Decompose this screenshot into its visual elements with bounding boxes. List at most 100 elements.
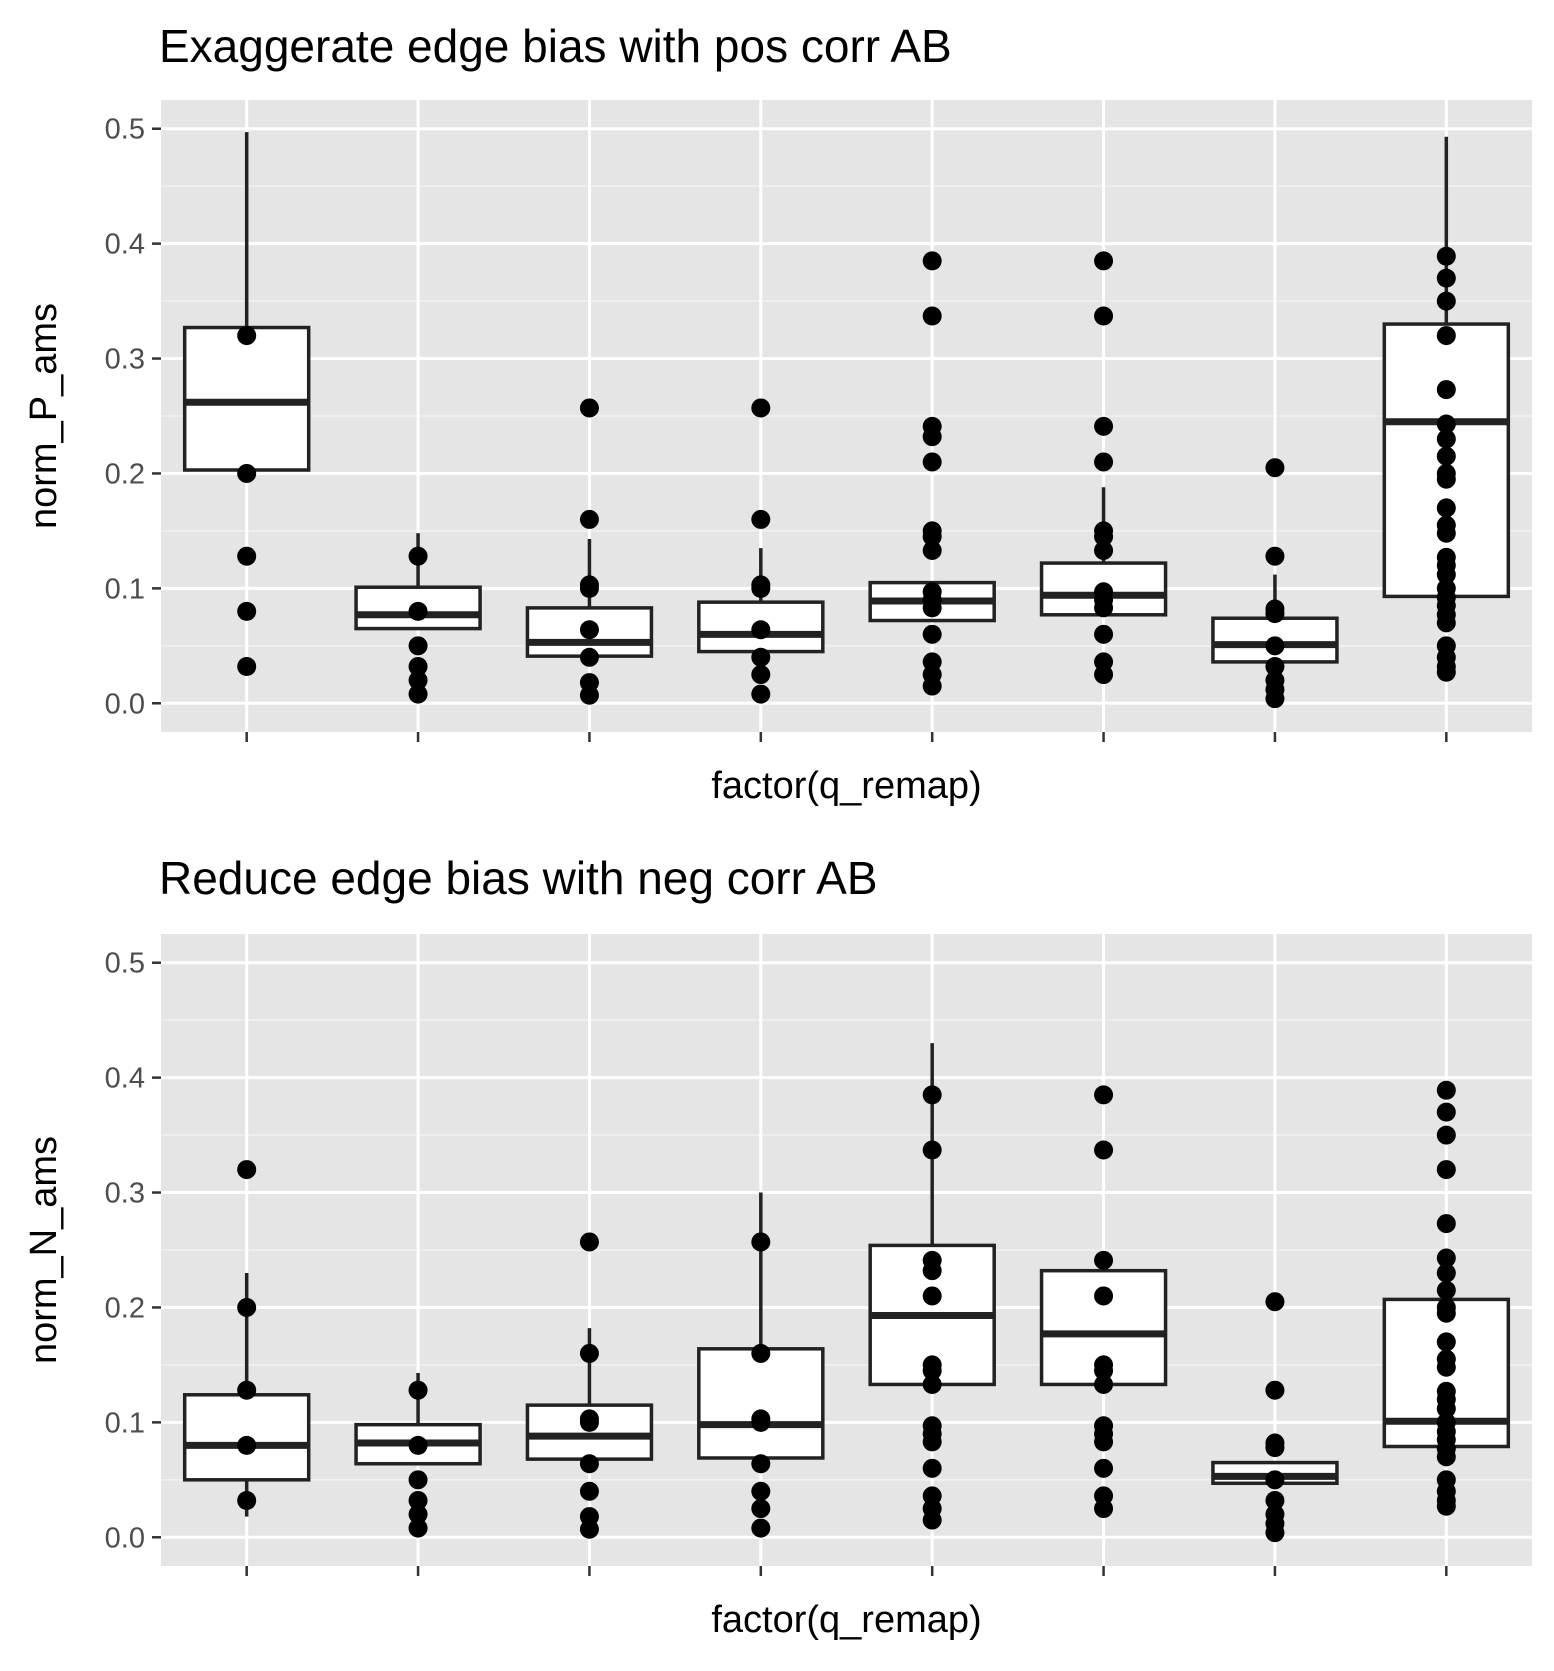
data-point — [1094, 598, 1114, 618]
y-tick-label: 0.5 — [105, 114, 145, 146]
data-point — [751, 1518, 771, 1538]
y-tick-label: 0.2 — [105, 458, 145, 490]
data-point — [1094, 1250, 1114, 1270]
data-point — [408, 1470, 428, 1490]
data-point — [922, 676, 942, 696]
data-point — [1094, 251, 1114, 271]
data-point — [1436, 1280, 1456, 1300]
data-point — [1265, 1380, 1285, 1400]
data-point — [1436, 268, 1456, 288]
data-point — [579, 398, 599, 418]
data-point — [1436, 1080, 1456, 1100]
data-point — [1265, 1438, 1285, 1458]
data-point — [1094, 624, 1114, 644]
data-point — [1436, 380, 1456, 400]
data-point — [579, 1519, 599, 1539]
data-point — [1094, 1499, 1114, 1519]
data-point — [237, 601, 257, 621]
data-point — [1265, 1523, 1285, 1543]
data-point — [922, 306, 942, 326]
data-point — [1436, 1357, 1456, 1377]
y-axis-title: norm_N_ams — [23, 1136, 65, 1364]
data-point — [751, 1412, 771, 1432]
data-point — [1094, 1458, 1114, 1478]
data-point — [579, 685, 599, 705]
data-point — [751, 578, 771, 598]
data-point — [1436, 1102, 1456, 1122]
data-point — [237, 463, 257, 483]
data-point — [922, 251, 942, 271]
data-point — [922, 427, 942, 447]
y-tick-label: 0.1 — [105, 1407, 145, 1439]
y-axis-title: norm_P_ams — [23, 303, 65, 529]
chart-panel-1: 0.0 0.1 0.2 0.3 0.4 0.5 Exaggerate edge bias w… — [23, 20, 1532, 807]
data-point — [1436, 246, 1456, 266]
y-tick-label: 0.1 — [105, 573, 145, 605]
data-point — [1436, 1447, 1456, 1467]
data-point — [751, 1343, 771, 1363]
data-point — [1094, 1374, 1114, 1394]
data-point — [408, 546, 428, 566]
data-point — [1436, 613, 1456, 633]
data-point — [1436, 1303, 1456, 1323]
data-point — [1436, 469, 1456, 489]
data-point — [1436, 565, 1456, 585]
data-point — [237, 1435, 257, 1455]
data-point — [1265, 657, 1285, 677]
data-point — [922, 1140, 942, 1160]
data-point — [408, 684, 428, 704]
data-point — [408, 636, 428, 656]
data-point — [579, 578, 599, 598]
data-point — [751, 684, 771, 704]
data-point — [1265, 546, 1285, 566]
data-point — [408, 1491, 428, 1511]
data-point — [922, 1374, 942, 1394]
data-point — [408, 1435, 428, 1455]
data-point — [237, 1160, 257, 1180]
box-iqr — [697, 1347, 825, 1460]
data-point — [579, 1343, 599, 1363]
data-point — [579, 1232, 599, 1252]
y-tick-label: 0.4 — [105, 1063, 145, 1095]
data-point — [1265, 1470, 1285, 1490]
data-point — [237, 1491, 257, 1511]
data-point — [1436, 1332, 1456, 1352]
data-point — [1265, 1292, 1285, 1312]
data-point — [579, 509, 599, 529]
data-point — [1436, 446, 1456, 466]
data-point — [1436, 1214, 1456, 1234]
data-point — [237, 326, 257, 346]
data-point — [751, 398, 771, 418]
data-point — [1436, 1399, 1456, 1419]
data-point — [237, 1297, 257, 1317]
data-point — [922, 1286, 942, 1306]
data-point — [1094, 416, 1114, 436]
data-point — [751, 1481, 771, 1501]
y-tick-label: 0.5 — [105, 948, 145, 980]
data-point — [1265, 689, 1285, 709]
box-group — [697, 1192, 825, 1460]
data-point — [751, 647, 771, 667]
data-point — [579, 620, 599, 640]
data-point — [922, 1085, 942, 1105]
data-point — [922, 1510, 942, 1530]
data-point — [1094, 527, 1114, 547]
data-point — [579, 647, 599, 667]
chart-title: Exaggerate edge bias with pos corr AB — [159, 20, 952, 72]
data-point — [579, 1481, 599, 1501]
data-point — [237, 1380, 257, 1400]
y-tick-label: 0.2 — [105, 1292, 145, 1324]
data-point — [1436, 498, 1456, 518]
data-point — [751, 1499, 771, 1519]
y-tick-label: 0.0 — [105, 1522, 145, 1554]
data-point — [408, 1504, 428, 1524]
data-point — [922, 1361, 942, 1381]
x-axis-title: factor(q_remap) — [711, 1599, 981, 1641]
data-point — [1094, 306, 1114, 326]
data-point — [1436, 1496, 1456, 1516]
data-point — [1094, 1140, 1114, 1160]
data-point — [751, 509, 771, 529]
data-point — [1436, 1125, 1456, 1145]
data-point — [1094, 1085, 1114, 1105]
data-point — [1265, 1491, 1285, 1511]
